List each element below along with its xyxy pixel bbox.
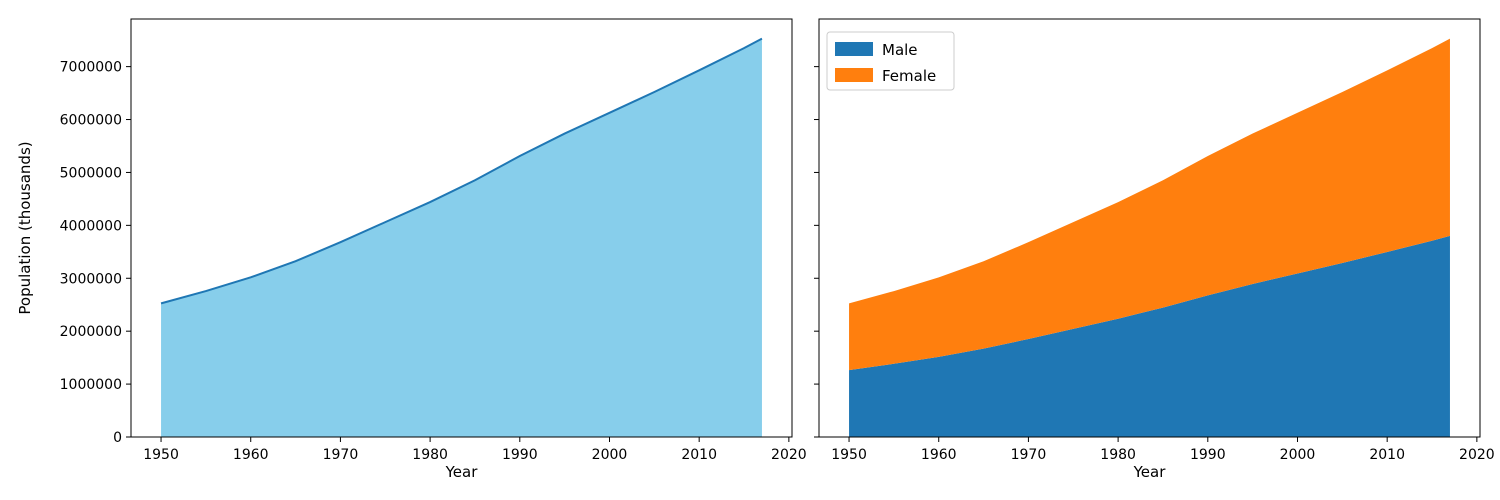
x-tick-label: 1960 (233, 447, 269, 463)
area-total (161, 38, 762, 438)
plot-frame (130, 18, 793, 438)
x-tick-label: 2020 (771, 447, 807, 463)
x-tick-label: 1990 (1190, 447, 1226, 463)
x-tick-label: 2010 (1369, 447, 1405, 463)
y-tick-label: 5000000 (60, 165, 122, 181)
x-tick-label: 1950 (143, 447, 179, 463)
x-tick-label: 1980 (1100, 447, 1136, 463)
y-tick-label: 3000000 (60, 271, 122, 287)
x-tick-label: 2000 (1280, 447, 1316, 463)
x-tick-label: 1970 (1011, 447, 1047, 463)
population-by-sex-chart: 1950 1960 1970 1980 1990 2000 2010 2020 Year Male… (814, 18, 1495, 481)
y-axis-label: Population (thousands) (16, 141, 34, 314)
y-tick-label: 1000000 (60, 377, 122, 393)
legend-label-male: Male (882, 41, 918, 59)
y-tick-label: 6000000 (60, 113, 122, 129)
area-female (849, 38, 1450, 371)
x-tick-label: 1980 (412, 447, 448, 463)
x-tick-label: 1970 (323, 447, 359, 463)
x-axis-label: Year (445, 463, 479, 481)
total-population-chart: 1950 1960 1970 1980 1990 2000 2010 2020 0 1000000… (16, 18, 807, 481)
y-tick-label: 4000000 (60, 218, 122, 234)
y-tick-label: 7000000 (60, 60, 122, 76)
legend-label-female: Female (882, 67, 936, 85)
plot-frame (818, 18, 1481, 438)
legend-swatch-male (835, 42, 873, 56)
legend: Male Female (826, 31, 955, 91)
x-tick-label: 2000 (592, 447, 628, 463)
y-tick-label: 0 (113, 430, 122, 446)
y-tick-label: 2000000 (60, 324, 122, 340)
x-tick-label: 2020 (1459, 447, 1495, 463)
x-tick-label: 1950 (831, 447, 867, 463)
series-line-total (160, 37, 763, 305)
area-male (849, 235, 1450, 437)
legend-swatch-female (835, 68, 873, 82)
x-axis-label: Year (1133, 463, 1167, 481)
x-tick-label: 2010 (681, 447, 717, 463)
x-tick-label: 1960 (921, 447, 957, 463)
x-tick-label: 1990 (502, 447, 538, 463)
